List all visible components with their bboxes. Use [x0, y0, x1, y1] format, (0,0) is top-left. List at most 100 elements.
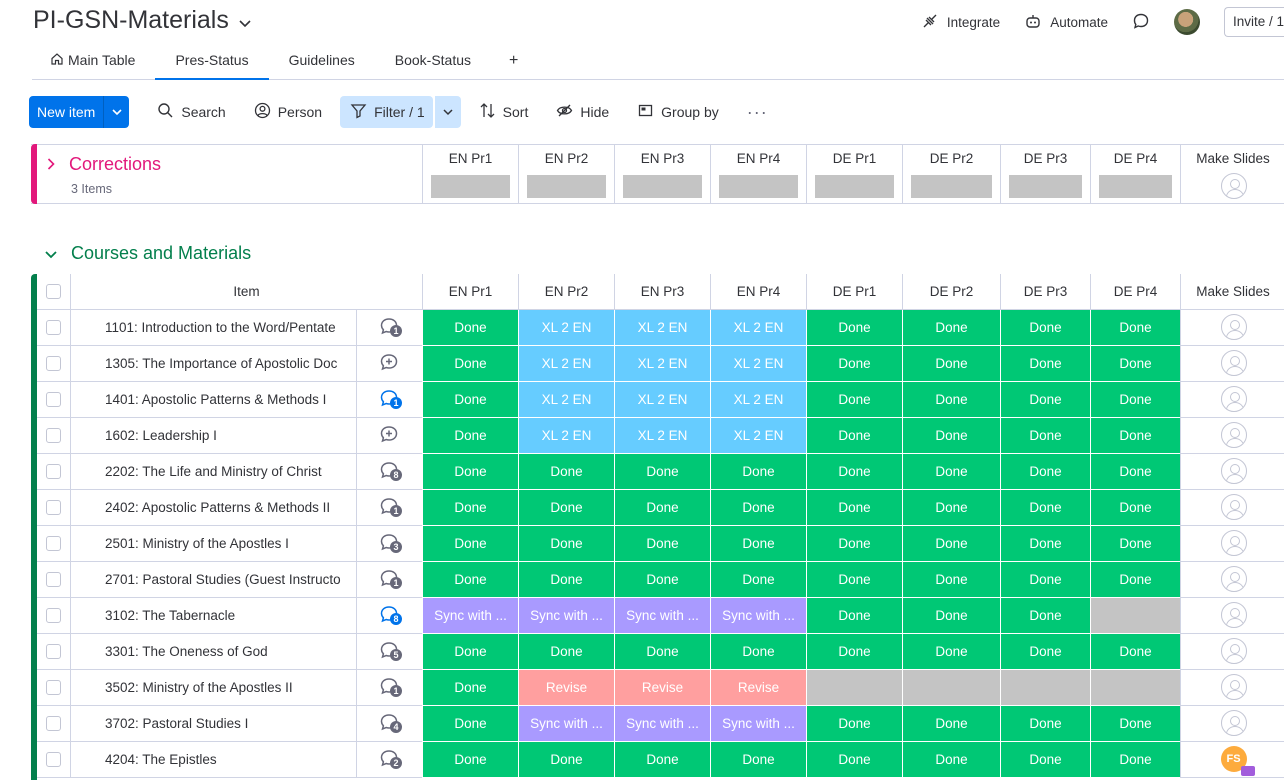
- avatar[interactable]: FS: [1220, 746, 1255, 776]
- status-cell[interactable]: Revise: [614, 670, 710, 706]
- person-icon[interactable]: [1220, 566, 1247, 592]
- status-cell[interactable]: Done: [710, 526, 806, 562]
- status-cell[interactable]: Done: [422, 490, 518, 526]
- make-slides-cell[interactable]: FS: [1180, 742, 1284, 777]
- status-cell[interactable]: Done: [422, 742, 518, 778]
- person-icon[interactable]: [1220, 458, 1247, 484]
- status-cell[interactable]: Done: [614, 634, 710, 670]
- status-cell[interactable]: Done: [902, 562, 1000, 598]
- make-slides-cell[interactable]: [1180, 490, 1284, 525]
- status-cell[interactable]: Sync with ...: [518, 598, 614, 634]
- row-checkbox[interactable]: [46, 320, 61, 335]
- status-cell[interactable]: Done: [902, 490, 1000, 526]
- status-cell[interactable]: Done: [1090, 490, 1180, 526]
- row-checkbox[interactable]: [46, 644, 61, 659]
- status-cell[interactable]: Sync with ...: [710, 706, 806, 742]
- status-cell[interactable]: Done: [1000, 526, 1090, 562]
- status-cell[interactable]: Done: [614, 490, 710, 526]
- row-checkbox[interactable]: [46, 464, 61, 479]
- status-cell[interactable]: Done: [1000, 706, 1090, 742]
- status-cell[interactable]: Done: [806, 706, 902, 742]
- item-name[interactable]: 2202: The Life and Ministry of Christ: [70, 454, 356, 489]
- chevron-down-icon[interactable]: [103, 96, 130, 128]
- row-select-cell[interactable]: [37, 742, 70, 777]
- updates-cell[interactable]: 3: [356, 526, 422, 561]
- speech-bubble-icon[interactable]: 1: [379, 676, 403, 701]
- speech-bubble-icon[interactable]: 8: [379, 604, 403, 629]
- column-header[interactable]: DE Pr4: [1090, 274, 1180, 309]
- column-header[interactable]: EN Pr1: [448, 151, 493, 166]
- status-cell[interactable]: XL 2 EN: [614, 382, 710, 418]
- invite-button[interactable]: Invite / 1: [1224, 7, 1284, 37]
- new-item-label[interactable]: New item: [29, 96, 104, 128]
- status-cell[interactable]: Done: [806, 526, 902, 562]
- status-cell[interactable]: Done: [902, 706, 1000, 742]
- make-slides-cell[interactable]: [1180, 382, 1284, 417]
- column-header[interactable]: EN Pr1: [422, 274, 518, 309]
- item-column-header[interactable]: Item: [70, 274, 422, 309]
- status-cell[interactable]: Done: [422, 382, 518, 418]
- status-cell[interactable]: Done: [614, 526, 710, 562]
- status-cell[interactable]: Done: [710, 454, 806, 490]
- person-icon[interactable]: [1220, 674, 1247, 700]
- status-cell[interactable]: XL 2 EN: [710, 310, 806, 346]
- status-cell[interactable]: Done: [1000, 346, 1090, 382]
- status-cell[interactable]: Done: [1090, 382, 1180, 418]
- status-cell[interactable]: [902, 670, 1000, 706]
- status-cell[interactable]: Done: [902, 418, 1000, 454]
- status-cell[interactable]: [1090, 598, 1180, 634]
- status-cell[interactable]: Done: [518, 454, 614, 490]
- add-view-button[interactable]: +: [509, 52, 519, 69]
- status-cell[interactable]: Done: [614, 742, 710, 778]
- status-cell[interactable]: Done: [422, 526, 518, 562]
- column-header[interactable]: DE Pr2: [902, 274, 1000, 309]
- make-slides-cell[interactable]: [1180, 598, 1284, 633]
- status-cell[interactable]: Done: [806, 562, 902, 598]
- status-cell[interactable]: Done: [1090, 346, 1180, 382]
- status-cell[interactable]: XL 2 EN: [710, 418, 806, 454]
- status-cell[interactable]: Done: [518, 742, 614, 778]
- row-checkbox[interactable]: [46, 536, 61, 551]
- item-name[interactable]: 2402: Apostolic Patterns & Methods II: [70, 490, 356, 525]
- automate-button[interactable]: Automate: [1024, 12, 1108, 33]
- status-cell[interactable]: [806, 670, 902, 706]
- column-header[interactable]: EN Pr4: [736, 151, 781, 166]
- make-slides-cell[interactable]: [1180, 454, 1284, 489]
- status-cell[interactable]: Sync with ...: [710, 598, 806, 634]
- updates-button[interactable]: [1132, 12, 1150, 33]
- status-cell[interactable]: Done: [806, 382, 902, 418]
- updates-cell[interactable]: 8: [356, 454, 422, 489]
- status-cell[interactable]: Done: [806, 634, 902, 670]
- status-cell[interactable]: Done: [902, 742, 1000, 778]
- status-cell[interactable]: Done: [422, 454, 518, 490]
- status-cell[interactable]: Done: [422, 670, 518, 706]
- status-cell[interactable]: Done: [806, 454, 902, 490]
- status-cell[interactable]: Revise: [518, 670, 614, 706]
- status-cell[interactable]: Done: [902, 598, 1000, 634]
- row-checkbox[interactable]: [46, 392, 61, 407]
- updates-cell[interactable]: [356, 346, 422, 381]
- more-options-button[interactable]: ···: [746, 101, 768, 122]
- column-header[interactable]: EN Pr4: [710, 274, 806, 309]
- status-cell[interactable]: Done: [710, 562, 806, 598]
- make-slides-cell[interactable]: [1180, 346, 1284, 381]
- row-select-cell[interactable]: [37, 634, 70, 669]
- updates-cell[interactable]: 1: [356, 490, 422, 525]
- speech-bubble-icon[interactable]: 1: [379, 496, 403, 521]
- tab-book-status[interactable]: Book-Status: [375, 44, 491, 79]
- status-cell[interactable]: Done: [902, 526, 1000, 562]
- row-select-cell[interactable]: [37, 310, 70, 345]
- status-cell[interactable]: Done: [422, 706, 518, 742]
- column-header[interactable]: EN Pr2: [518, 274, 614, 309]
- column-header[interactable]: DE Pr1: [832, 151, 877, 166]
- speech-bubble-icon[interactable]: 3: [379, 532, 403, 557]
- status-cell[interactable]: Done: [1090, 706, 1180, 742]
- group-title[interactable]: Courses and Materials: [45, 243, 251, 264]
- status-cell[interactable]: Done: [422, 310, 518, 346]
- updates-cell[interactable]: 1: [356, 670, 422, 705]
- make-slides-cell[interactable]: [1180, 418, 1284, 453]
- status-cell[interactable]: Done: [806, 598, 902, 634]
- status-cell[interactable]: Done: [518, 562, 614, 598]
- status-cell[interactable]: Sync with ...: [422, 598, 518, 634]
- tab-main-table[interactable]: Main Table: [32, 44, 155, 79]
